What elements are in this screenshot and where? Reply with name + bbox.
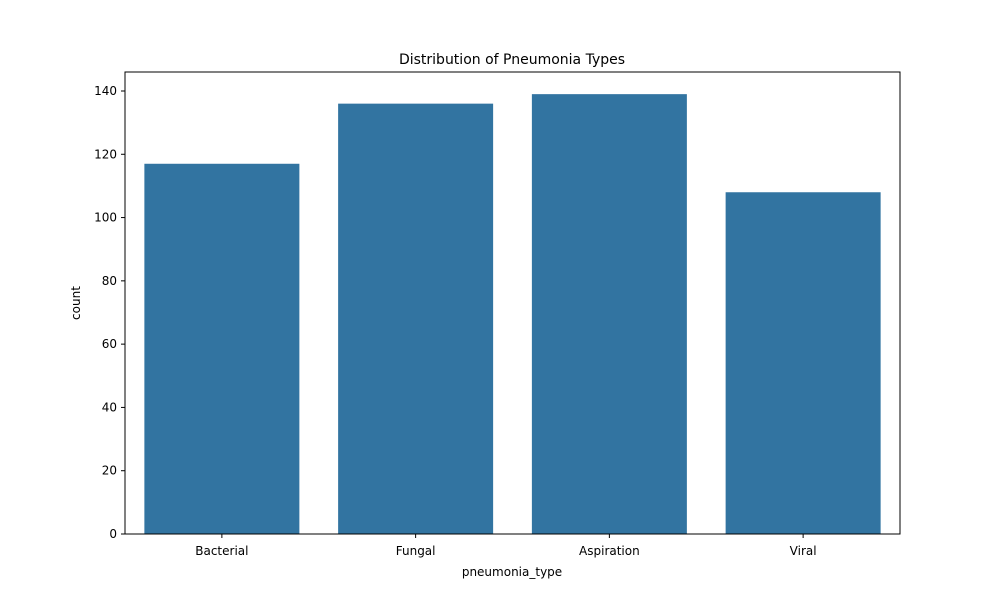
x-tick-label: Viral [790,544,817,558]
y-tick-label: 100 [94,211,117,225]
bar-bacterial [144,163,300,534]
x-tick-label: Bacterial [195,544,248,558]
x-axis: Bacterial Fungal Aspiration Viral [195,534,817,558]
y-tick-label: 0 [109,527,117,541]
bar-aspiration [531,94,687,534]
bar-viral [725,192,881,534]
bars-group [144,94,881,535]
plot-frame [124,71,901,535]
x-axis-label: pneumonia_type [462,565,562,579]
y-axis-label: count [69,286,83,320]
y-tick-label: 140 [94,84,117,98]
y-tick-label: 120 [94,147,117,161]
y-tick-label: 60 [102,337,117,351]
x-tick-label: Aspiration [579,544,640,558]
y-tick-label: 20 [102,464,117,478]
bar-fungal [338,103,494,535]
y-axis: 0 20 40 60 80 100 120 140 [94,84,125,541]
y-tick-label: 80 [102,274,117,288]
x-tick-label: Fungal [396,544,436,558]
y-tick-label: 40 [102,400,117,414]
chart-title: Distribution of Pneumonia Types [399,52,625,68]
